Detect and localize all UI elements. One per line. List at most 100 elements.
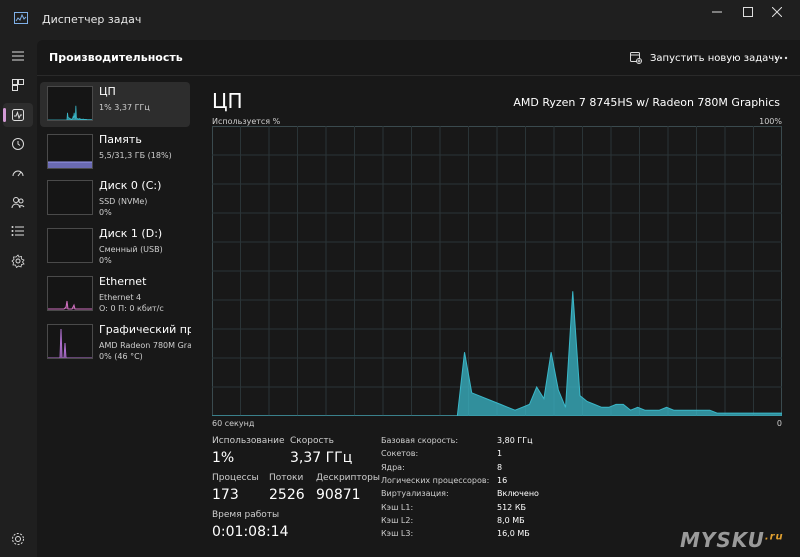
spec-label: Кэш L2: [381,516,414,525]
device-detail: Сменный (USB) 0% [99,245,163,265]
menu-button[interactable] [7,45,29,67]
cpu-mini-area [48,105,92,120]
handles-value: 90871 [316,487,361,503]
rail-active-indicator [3,108,6,122]
details-icon [11,226,24,236]
app-history-icon [12,138,24,150]
more-icon [774,56,788,60]
spec-label: Сокетов: [381,449,419,458]
settings-button[interactable] [10,531,26,547]
device-item-ethernet[interactable]: Ethernet Ethernet 4 О: 0 П: 0 кбит/с [40,272,190,317]
device-name: Ethernet [99,275,147,288]
gpu-mini-graph [48,328,92,358]
handles-label: Дескрипторы [316,473,380,483]
gpu-thumbnail [47,324,93,359]
run-new-task-button[interactable]: Запустить новую задачу [630,47,780,69]
device-name: Диск 0 (C:) [99,179,162,192]
memory-thumbnail [47,134,93,169]
watermark: MYSKU.ru [680,528,784,552]
close-button[interactable] [754,0,800,24]
spec-label: Кэш L1: [381,503,414,512]
minimize-button[interactable] [694,0,740,24]
spec-value: 8,0 МБ [497,516,525,525]
settings-icon [12,533,24,545]
cpu-title: ЦП [212,89,243,113]
speed-label: Скорость [290,436,334,446]
spec-label: Ядра: [381,463,405,472]
close-icon [772,7,782,17]
device-item-disk1[interactable]: Диск 1 (D:) Сменный (USB) 0% [40,224,190,269]
spec-value: 3,80 ГГц [497,436,533,445]
ethernet-mini-graph [48,300,92,310]
device-detail: Ethernet 4 О: 0 П: 0 кбит/с [99,293,164,313]
threads-label: Потоки [269,473,304,483]
run-task-label: Запустить новую задачу [650,52,781,64]
device-detail: SSD (NVMe) 0% [99,197,148,217]
device-detail: AMD Radeon 780M Graphics0% (46 °C) [99,341,191,361]
graph-usage-label: Используется % [212,117,281,126]
graph-max-label: 100% [759,117,782,126]
memory-mini-graph [48,161,92,168]
spec-value: 16 [497,476,508,485]
uptime-value: 0:01:08:14 [212,524,289,540]
threads-value: 2526 [269,487,305,503]
rail-services[interactable] [7,250,29,272]
device-item-cpu[interactable]: ЦП 1% 3,37 ГГц [40,82,190,127]
speed-value: 3,37 ГГц [290,450,353,466]
device-detail: 5,5/31,3 ГБ (18%) [99,151,172,160]
rail-app-history[interactable] [7,133,29,155]
maximize-icon [743,7,753,17]
spec-value: 8 [497,463,503,472]
cpu-thumbnail [47,86,93,121]
spec-label: Виртуализация: [381,489,449,498]
rail-performance[interactable] [7,104,29,126]
cpu-model: AMD Ryzen 7 8745HS w/ Radeon 780M Graphi… [513,96,780,109]
maximize-button[interactable] [725,0,771,24]
spec-value: 512 КБ [497,503,526,512]
device-item-gpu[interactable]: Графический процессор AMD Radeon 780M Gr… [40,320,191,365]
spec-value: 16,0 МБ [497,529,530,538]
cpu-usage-graph [212,126,782,416]
disk1-thumbnail [47,228,93,263]
rail-users[interactable] [7,191,29,213]
device-name: Диск 1 (D:) [99,227,163,240]
graph-x-left-label: 60 секунд [212,419,255,428]
startup-apps-icon [12,170,24,177]
users-icon [11,197,25,209]
uptime-label: Время работы [212,510,280,520]
device-name: Память [99,133,142,146]
rail-startup-apps[interactable] [7,162,29,184]
rail-processes[interactable] [7,74,29,96]
performance-icon [12,109,24,121]
device-item-disk0[interactable]: Диск 0 (C:) SSD (NVMe) 0% [40,176,190,221]
cpu-mini-graph [48,105,92,120]
device-detail: 1% 3,37 ГГц [99,103,150,112]
spec-label: Базовая скорость: [381,436,459,445]
title-bar [0,0,800,40]
device-name: ЦП [99,85,116,98]
graph-x-right-label: 0 [776,419,782,428]
spec-value: 1 [497,449,503,458]
usage-value: 1% [212,450,235,466]
page-title: Производительность [49,51,183,64]
processes-label: Процессы [212,473,259,483]
cpu-usage-line [212,291,782,416]
spec-label: Логических процессоров: [381,476,490,485]
ethernet-thumbnail [47,276,93,311]
menu-icon [12,51,24,61]
header-divider [37,75,800,76]
rail-details[interactable] [7,220,29,242]
run-task-icon [630,52,642,64]
more-options-button[interactable] [770,47,792,69]
processes-icon [12,79,24,91]
spec-value: Включено [497,489,539,498]
minimize-icon [712,11,722,13]
spec-label: Кэш L3: [381,529,414,538]
device-item-memory[interactable]: Память 5,5/31,3 ГБ (18%) [40,130,190,175]
window-title: Диспетчер задач [42,13,142,26]
usage-label: Использование [212,436,285,446]
disk0-thumbnail [47,180,93,215]
device-name: Графический процессор [99,323,191,336]
processes-value: 173 [212,487,239,503]
task-manager-app-icon [14,12,28,24]
